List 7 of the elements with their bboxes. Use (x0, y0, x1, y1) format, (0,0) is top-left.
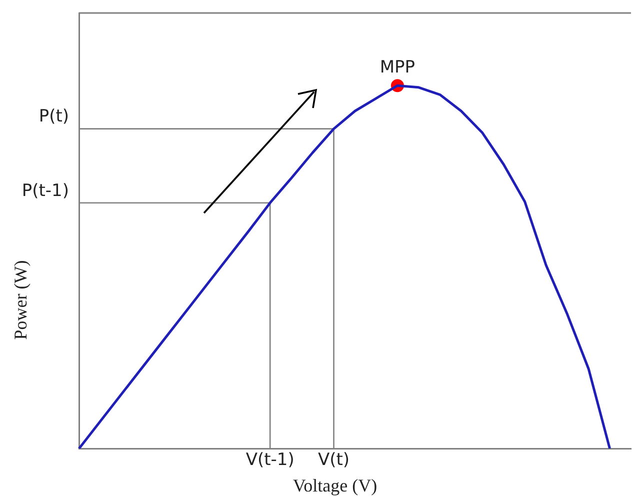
x-axis-title: Voltage (V) (292, 476, 378, 496)
ref-line-label: P(t-1) (22, 180, 69, 201)
text: MPP (380, 58, 416, 78)
x-tick-label: V(t-1) (246, 450, 294, 470)
x-tick-label: V(t) (318, 450, 350, 470)
ref-line-label: P(t) (38, 106, 69, 127)
y-axis-title: Power (W) (10, 260, 31, 340)
